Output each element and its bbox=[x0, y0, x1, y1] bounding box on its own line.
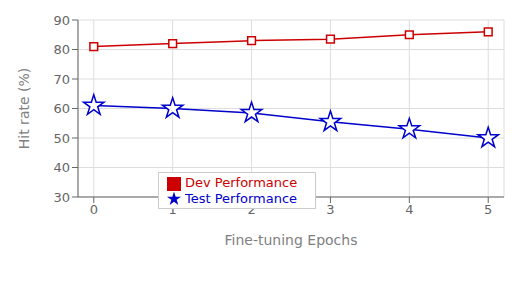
svg-text:3: 3 bbox=[326, 202, 334, 217]
html-text:Test Performance: Test Performance bbox=[185, 190, 298, 206]
svg-text:2: 2 bbox=[247, 202, 255, 217]
svg-text:50: 50 bbox=[53, 131, 70, 146]
svg-text:5: 5 bbox=[484, 202, 492, 217]
svg-text:30: 30 bbox=[53, 190, 70, 205]
svg-text:70: 70 bbox=[53, 72, 70, 87]
svg-text:40: 40 bbox=[53, 160, 70, 175]
html-text:Dev Performance: Dev Performance bbox=[185, 175, 298, 190]
svg-text:Hit rate (%): Hit rate (%) bbox=[16, 68, 32, 149]
svg-text:1: 1 bbox=[169, 202, 177, 217]
svg-text:Fine-tuning Epochs: Fine-tuning Epochs bbox=[225, 232, 358, 248]
svg-text:90: 90 bbox=[53, 13, 70, 28]
svg-text:60: 60 bbox=[53, 101, 70, 116]
svg-text:4: 4 bbox=[405, 202, 413, 217]
svg-text:0: 0 bbox=[90, 202, 98, 217]
svg-text:80: 80 bbox=[53, 42, 70, 57]
